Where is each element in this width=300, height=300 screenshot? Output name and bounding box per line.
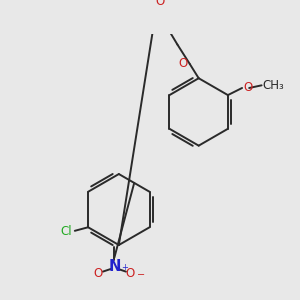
Text: O: O: [179, 57, 188, 70]
Text: O: O: [155, 0, 164, 8]
Text: Cl: Cl: [61, 225, 72, 238]
Text: +: +: [122, 263, 128, 272]
Text: O: O: [94, 267, 103, 280]
Text: N: N: [108, 259, 121, 274]
Text: −: −: [137, 270, 146, 280]
Text: CH₃: CH₃: [262, 79, 284, 92]
Text: O: O: [126, 267, 135, 280]
Text: O: O: [243, 82, 252, 94]
